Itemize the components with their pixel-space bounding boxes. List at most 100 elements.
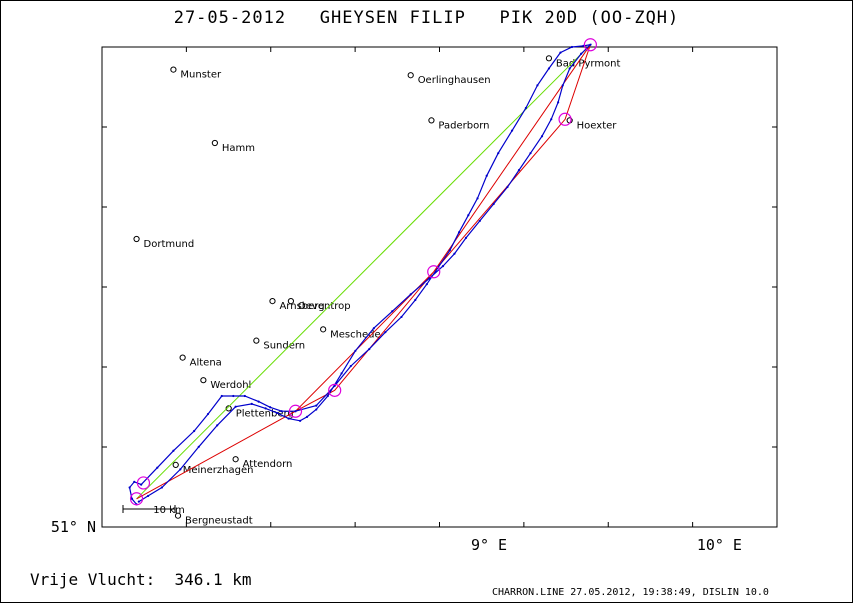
town-label: Meinerzhagen xyxy=(183,465,254,476)
turnpoint-marker xyxy=(288,404,303,418)
track-point xyxy=(492,202,495,206)
town-label: Plettenberg xyxy=(236,408,294,419)
track-point xyxy=(580,52,583,55)
town-marker xyxy=(320,326,327,333)
turnpoint-markers xyxy=(129,38,597,506)
track-point xyxy=(524,106,527,110)
track-point xyxy=(299,419,302,422)
track-point xyxy=(570,45,574,49)
free-flight-line xyxy=(136,44,591,500)
track-point xyxy=(354,349,357,352)
town-label: Oeventrop xyxy=(298,301,351,312)
track-point xyxy=(561,84,564,87)
route-lines xyxy=(136,44,591,500)
track-point xyxy=(315,404,318,407)
town-marker xyxy=(225,405,232,412)
track-point xyxy=(589,43,592,46)
track-point xyxy=(179,468,182,471)
track-point xyxy=(529,152,532,155)
chart-title: 27-05-2012 GHEYSEN FILIP PIK 20D (OO-ZQH… xyxy=(173,8,680,28)
track-point xyxy=(146,494,150,498)
x-tick-label: 10° E xyxy=(697,536,742,554)
free-flight-distance: Vrije Vlucht: 346.1 km xyxy=(30,570,252,589)
track-point xyxy=(540,135,544,138)
turnpoint-marker xyxy=(328,383,342,397)
track-point xyxy=(368,348,371,351)
footer-info: CHARRON.LINE 27.05.2012, 19:38:49, DISLI… xyxy=(492,587,769,598)
track-point xyxy=(536,84,539,87)
track-point xyxy=(428,277,431,280)
town-label: Munster xyxy=(180,70,222,81)
track-point xyxy=(467,214,470,217)
track-point xyxy=(264,407,267,410)
track-point xyxy=(269,406,272,409)
track-point xyxy=(568,67,571,70)
town-label: Bergneustadt xyxy=(185,516,253,527)
town-marker xyxy=(133,235,140,243)
track-point xyxy=(457,231,461,234)
town-marker xyxy=(211,139,218,147)
town-marker xyxy=(232,456,239,463)
track-point xyxy=(517,169,521,172)
track-point xyxy=(137,500,140,503)
scale-bar: 10 km xyxy=(122,505,185,516)
town-marker xyxy=(407,72,414,79)
track-point xyxy=(453,252,456,255)
track-point xyxy=(172,449,175,452)
track-point xyxy=(216,424,219,427)
track-point xyxy=(510,129,514,132)
track-point xyxy=(206,412,210,416)
track-point xyxy=(160,486,163,489)
track-point xyxy=(156,466,159,469)
track-point xyxy=(140,483,143,486)
town-marker xyxy=(253,337,260,344)
track-point xyxy=(425,283,428,286)
track-point xyxy=(349,364,352,368)
track-point xyxy=(478,219,481,223)
town-label: Hoexter xyxy=(577,120,618,131)
track-point xyxy=(128,486,131,489)
axis-tick-labels: 9° E 10° E 51° N xyxy=(51,518,742,554)
task-route-line xyxy=(136,44,591,500)
track-point xyxy=(315,408,318,411)
track-point xyxy=(409,293,412,296)
track-point xyxy=(333,384,336,387)
track-line xyxy=(128,43,593,505)
town-label: Dortmund xyxy=(144,239,195,250)
town-label: Werdohl xyxy=(210,380,251,391)
town-marker xyxy=(545,55,553,62)
track-point xyxy=(547,67,551,70)
turnpoint-marker xyxy=(558,112,572,126)
track-point xyxy=(485,174,488,177)
town-marker xyxy=(174,512,182,519)
track-point xyxy=(476,197,479,200)
track-point xyxy=(497,152,500,155)
track-point xyxy=(243,394,246,398)
track-point xyxy=(294,410,297,413)
track-point xyxy=(305,415,309,418)
track-point xyxy=(506,185,509,189)
x-tick-label: 9° E xyxy=(471,536,507,554)
town-marker xyxy=(179,354,186,361)
track-point xyxy=(280,410,283,413)
town-label: Sundern xyxy=(263,341,305,352)
track-point xyxy=(197,445,200,448)
town-label: Oerlinghausen xyxy=(418,75,491,86)
track-point xyxy=(414,298,417,302)
y-tick-label: 51° N xyxy=(51,518,96,536)
flight-track xyxy=(128,43,593,506)
track-point xyxy=(287,417,290,420)
track-point xyxy=(234,405,237,408)
track-point xyxy=(559,51,562,54)
town-label: Bad Pyrmont xyxy=(556,58,621,69)
track-point xyxy=(326,394,329,398)
track-point xyxy=(220,394,223,398)
track-point xyxy=(557,101,560,104)
town-label: Meschede xyxy=(330,329,380,340)
scale-bar-label: 10 km xyxy=(153,505,184,516)
town-label: Attendorn xyxy=(243,459,293,470)
track-point xyxy=(232,394,235,398)
town-marker xyxy=(269,298,276,305)
track-point xyxy=(464,236,468,239)
